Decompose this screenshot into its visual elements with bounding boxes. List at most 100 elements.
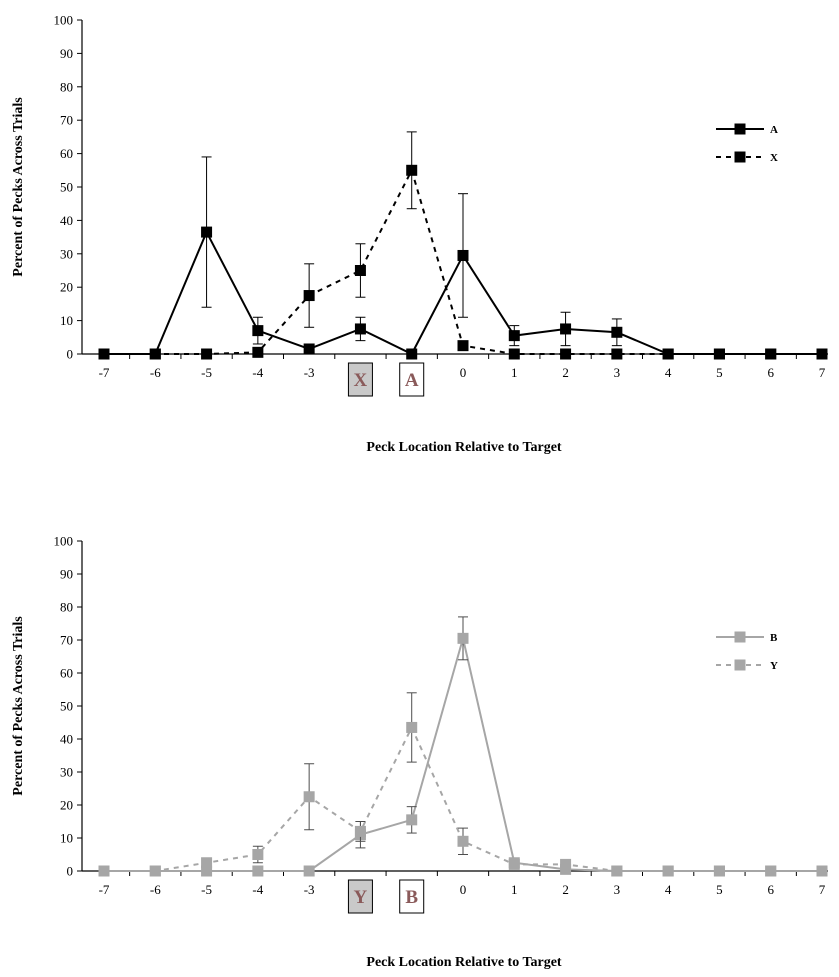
series-line-Y bbox=[104, 725, 822, 872]
y-tick-label: 20 bbox=[60, 280, 73, 295]
x-tick-label: 3 bbox=[614, 882, 621, 897]
x-tick-label: 6 bbox=[767, 882, 774, 897]
y-tick-label: 40 bbox=[60, 732, 73, 747]
y-tick-label: 100 bbox=[54, 534, 74, 549]
x-tick-label: -7 bbox=[99, 365, 110, 380]
x-tick-label: 6 bbox=[767, 365, 774, 380]
point-A bbox=[354, 323, 366, 335]
point-X bbox=[816, 348, 828, 360]
target-marker-label-Y: Y bbox=[354, 887, 368, 908]
point-A bbox=[252, 325, 264, 337]
x-tick-label: -4 bbox=[252, 365, 263, 380]
y-axis-title: Percent of Pecks Across Trials bbox=[11, 616, 26, 796]
target-marker-box-Y bbox=[347, 879, 373, 914]
x-axis-title: Peck Location Relative to Target bbox=[366, 440, 562, 455]
y-tick-label: 80 bbox=[60, 600, 73, 615]
point-X bbox=[149, 348, 161, 360]
target-marker-label-A: A bbox=[405, 370, 419, 391]
point-Y bbox=[662, 865, 674, 877]
x-tick-label: 4 bbox=[665, 882, 672, 897]
point-A bbox=[508, 330, 520, 342]
x-tick-label: 2 bbox=[562, 365, 569, 380]
y-tick-label: 40 bbox=[60, 213, 73, 228]
y-tick-label: 50 bbox=[60, 180, 73, 195]
point-A bbox=[560, 323, 572, 335]
point-B bbox=[252, 865, 264, 877]
point-Y bbox=[406, 721, 418, 733]
x-tick-label: 7 bbox=[819, 882, 826, 897]
target-marker-label-X: X bbox=[354, 370, 368, 391]
target-marker-box-X bbox=[347, 362, 373, 397]
y-tick-label: 70 bbox=[60, 633, 73, 648]
y-tick-label: 20 bbox=[60, 798, 73, 813]
x-tick-label: 1 bbox=[511, 882, 518, 897]
point-Y bbox=[816, 865, 828, 877]
y-tick-label: 0 bbox=[67, 347, 74, 362]
point-A bbox=[406, 348, 418, 360]
legend-marker-Y bbox=[734, 659, 746, 671]
y-tick-label: 30 bbox=[60, 765, 73, 780]
point-X bbox=[765, 348, 777, 360]
point-X bbox=[98, 348, 110, 360]
x-tick-label: -3 bbox=[304, 365, 315, 380]
y-axis-title: Percent of Pecks Across Trials bbox=[11, 97, 26, 277]
point-X bbox=[406, 164, 418, 176]
point-B bbox=[457, 632, 469, 644]
point-A bbox=[457, 249, 469, 261]
point-A bbox=[611, 326, 623, 338]
y-tick-label: 90 bbox=[60, 46, 73, 61]
x-tick-label: -3 bbox=[304, 882, 315, 897]
point-Y bbox=[201, 857, 213, 869]
y-tick-label: 100 bbox=[54, 13, 74, 28]
x-tick-label: 7 bbox=[819, 365, 826, 380]
point-X bbox=[662, 348, 674, 360]
point-Y bbox=[611, 865, 623, 877]
point-Y bbox=[354, 825, 366, 837]
y-tick-label: 70 bbox=[60, 113, 73, 128]
x-tick-label: 0 bbox=[460, 882, 467, 897]
point-X bbox=[560, 348, 572, 360]
x-tick-label: 4 bbox=[665, 365, 672, 380]
y-tick-label: 60 bbox=[60, 666, 73, 681]
point-X bbox=[611, 348, 623, 360]
point-Y bbox=[508, 858, 520, 870]
legend-marker-X bbox=[734, 151, 746, 163]
point-B bbox=[201, 865, 213, 877]
point-Y bbox=[713, 865, 725, 877]
x-tick-label: 2 bbox=[562, 882, 569, 897]
x-tick-label: 0 bbox=[460, 365, 467, 380]
legend-marker-A bbox=[734, 123, 746, 135]
point-A bbox=[201, 226, 213, 238]
x-tick-label: -5 bbox=[201, 882, 212, 897]
x-tick-label: -5 bbox=[201, 365, 212, 380]
point-Y bbox=[560, 858, 572, 870]
point-Y bbox=[149, 865, 161, 877]
x-tick-label: 1 bbox=[511, 365, 518, 380]
y-tick-label: 0 bbox=[67, 864, 74, 879]
x-tick-label: 5 bbox=[716, 365, 723, 380]
y-tick-label: 60 bbox=[60, 146, 73, 161]
legend-label-Y: Y bbox=[770, 660, 778, 672]
point-A bbox=[303, 343, 315, 355]
y-tick-label: 30 bbox=[60, 246, 73, 261]
legend-label-X: X bbox=[770, 152, 778, 164]
x-tick-label: -6 bbox=[150, 365, 161, 380]
point-X bbox=[201, 348, 213, 360]
legend-label-A: A bbox=[770, 124, 778, 136]
chart-2: 0102030405060708090100-7-6-5-4-3-2-10123… bbox=[11, 534, 828, 970]
target-marker-label-B: B bbox=[405, 887, 418, 908]
y-tick-label: 80 bbox=[60, 79, 73, 94]
point-X bbox=[354, 265, 366, 276]
y-tick-label: 90 bbox=[60, 567, 73, 582]
target-marker-box-A bbox=[399, 362, 425, 397]
point-X bbox=[303, 290, 315, 302]
point-B bbox=[406, 814, 418, 826]
point-Y bbox=[303, 791, 315, 803]
target-marker-box-B bbox=[399, 879, 425, 914]
chart-1: 0102030405060708090100-7-6-5-4-3-2-10123… bbox=[11, 13, 828, 455]
x-tick-label: -4 bbox=[252, 882, 263, 897]
legend-label-B: B bbox=[770, 632, 778, 644]
point-Y bbox=[252, 849, 264, 860]
point-X bbox=[713, 348, 725, 360]
